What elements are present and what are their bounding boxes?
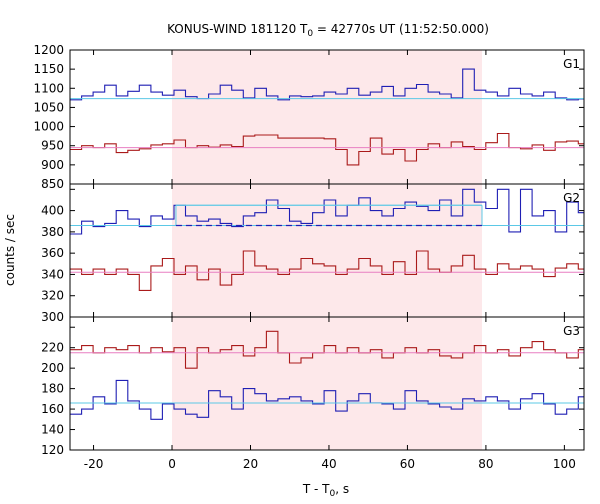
y-tick-label-g2-340: 340 (41, 267, 64, 281)
y-tick-label-g1-1150: 1150 (33, 62, 64, 76)
highlight-interval-band (172, 50, 482, 450)
y-tick-label-g3-160: 160 (41, 402, 64, 416)
y-tick-label-g3-220: 220 (41, 341, 64, 355)
series-line-g2-0 (70, 188, 584, 235)
y-tick-label-g2-380: 380 (41, 225, 64, 239)
x-axis-label-main: T - T (302, 482, 330, 496)
y-tick-label-g1-950: 950 (41, 139, 64, 153)
chart-title-rest: = 42770s UT (11:52:50.000) (313, 22, 489, 36)
y-tick-label-g2-320: 320 (41, 289, 64, 303)
x-tick-label-0: 0 (168, 457, 176, 471)
x-axis-label-rest: , s (335, 482, 349, 496)
y-tick-label-g1-1100: 1100 (33, 81, 64, 95)
x-tick-label-80: 80 (478, 457, 493, 471)
series-line-g1-1 (70, 132, 584, 166)
chart-title-subscript: 0 (307, 29, 313, 39)
panel-label-g1: G1 (563, 57, 580, 71)
panel-label-g3: G3 (563, 324, 580, 338)
y-tick-label-g3-120: 120 (41, 443, 64, 457)
panel-g1: 850 900 950 1000 1050 1100 1150 1200 G1 (33, 43, 585, 191)
chart-title-main: KONUS-WIND 181120 T (167, 22, 308, 36)
x-axis-label-subscript: 0 (330, 489, 336, 499)
y-tick-label-g2-300: 300 (41, 310, 64, 324)
y-tick-label-g1-1200: 1200 (33, 43, 64, 57)
series-line-g1-0 (70, 68, 584, 101)
y-tick-label-g2-400: 400 (41, 204, 64, 218)
x-tick-label-60: 60 (400, 457, 415, 471)
y-axis-label: counts / sec (3, 214, 17, 286)
series-line-g3-1 (70, 379, 584, 420)
series-line-g3-0 (70, 330, 584, 369)
panel-g3: 120 140 160 180 200 220 G3 (41, 316, 585, 457)
series-line-g2-1 (70, 250, 584, 291)
x-tick-label-40: 40 (321, 457, 336, 471)
panel-frame-g3 (69, 316, 585, 451)
x-axis-label: T - T0, s (302, 482, 349, 499)
y-tick-label-g1-1050: 1050 (33, 100, 64, 114)
y-tick-label-g1-1000: 1000 (33, 120, 64, 134)
x-tick-label-20: 20 (243, 457, 258, 471)
y-tick-label-g1-900: 900 (41, 158, 64, 172)
y-tick-label-g3-180: 180 (41, 382, 64, 396)
plot-area: 85090095010001050110011501200G1300320340… (33, 43, 585, 471)
chart-title: KONUS-WIND 181120 T0 = 42770s UT (11:52:… (167, 22, 489, 39)
x-tick-label--20: -20 (84, 457, 104, 471)
y-tick-label-g1-850: 850 (41, 177, 64, 191)
y-tick-label-g3-200: 200 (41, 361, 64, 375)
x-tick-label-100: 100 (553, 457, 576, 471)
y-tick-label-g2-360: 360 (41, 246, 64, 260)
panel-label-g2: G2 (563, 191, 580, 205)
y-tick-label-g3-140: 140 (41, 423, 64, 437)
